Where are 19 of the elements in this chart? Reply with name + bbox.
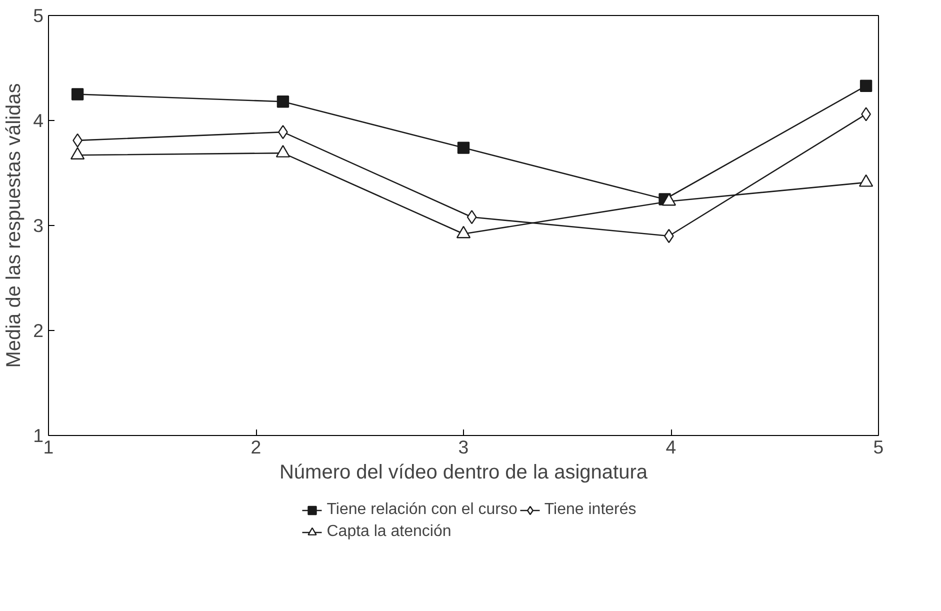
x-axis-title: Número del vídeo dentro de la asignatura (279, 462, 648, 484)
y-tick-label: 5 (33, 5, 44, 26)
legend-label: Tiene interés (544, 501, 636, 519)
point (860, 80, 872, 92)
x-tick-label: 5 (873, 436, 884, 458)
point (664, 228, 674, 244)
x-tick-label: 3 (458, 436, 469, 458)
y-tick-label: 3 (33, 215, 44, 236)
legend-label: Capta la atención (326, 523, 452, 541)
y-tick-label: 4 (33, 110, 44, 131)
x-tick-label: 2 (250, 436, 262, 458)
legend-label: Tiene relación con el curso (326, 501, 518, 519)
y-axis-title: Media de las respuestas válidas (3, 83, 26, 368)
y-tick-label: 2 (33, 320, 44, 341)
point (466, 210, 477, 224)
point (71, 88, 84, 100)
x-tick-label: 4 (666, 436, 676, 458)
point (276, 96, 290, 108)
point (457, 142, 470, 154)
